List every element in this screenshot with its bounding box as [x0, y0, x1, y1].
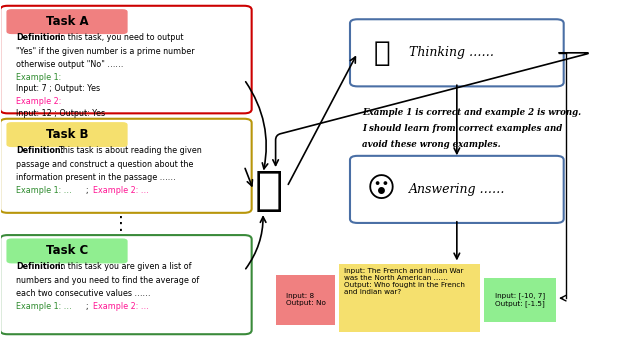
- Text: Definition:: Definition:: [16, 262, 64, 271]
- Text: Task B: Task B: [46, 128, 88, 141]
- Text: Example 1: …: Example 1: …: [16, 302, 72, 311]
- Text: Input: 7 ; Output: Yes: Input: 7 ; Output: Yes: [16, 84, 100, 94]
- FancyBboxPatch shape: [6, 122, 127, 147]
- Text: "Yes" if the given number is a prime number: "Yes" if the given number is a prime num…: [16, 47, 195, 55]
- Text: Example 2:: Example 2:: [16, 97, 61, 106]
- FancyBboxPatch shape: [0, 6, 252, 113]
- Text: each two consecutive values ……: each two consecutive values ……: [16, 289, 150, 298]
- Text: otherwise output "No" ……: otherwise output "No" ……: [16, 60, 124, 69]
- Text: passage and construct a question about the: passage and construct a question about t…: [16, 159, 193, 169]
- Text: In this task, you need to output: In this task, you need to output: [58, 33, 184, 42]
- Text: numbers and you need to find the average of: numbers and you need to find the average…: [16, 276, 199, 285]
- Text: ⋮: ⋮: [112, 215, 130, 233]
- FancyBboxPatch shape: [0, 119, 252, 213]
- Text: Input: The French and Indian War
was the North American ……
Output: Who fought in: Input: The French and Indian War was the…: [344, 268, 465, 295]
- FancyBboxPatch shape: [339, 265, 481, 332]
- Text: 🤖: 🤖: [255, 169, 284, 215]
- Text: Answering ……: Answering ……: [409, 183, 506, 196]
- Text: ;: ;: [81, 302, 93, 311]
- Text: Input: 12 ; Output: Yes: Input: 12 ; Output: Yes: [16, 109, 105, 118]
- Text: 🤔: 🤔: [373, 39, 390, 67]
- Text: Definition:: Definition:: [16, 146, 64, 155]
- FancyBboxPatch shape: [484, 278, 556, 322]
- Text: This task is about reading the given: This task is about reading the given: [58, 146, 202, 155]
- Text: Task C: Task C: [46, 244, 88, 257]
- Text: Example 1:: Example 1:: [16, 73, 61, 82]
- Text: avoid these wrong examples.: avoid these wrong examples.: [362, 140, 500, 149]
- Text: Task A: Task A: [45, 15, 88, 28]
- Text: In this task you are given a list of: In this task you are given a list of: [58, 262, 191, 271]
- FancyBboxPatch shape: [276, 274, 335, 325]
- Text: Input: [-10, 7]
Output: [-1.5]: Input: [-10, 7] Output: [-1.5]: [495, 293, 545, 307]
- Text: ;: ;: [81, 186, 93, 195]
- Text: Input: 8
Output: No: Input: 8 Output: No: [285, 293, 326, 306]
- FancyBboxPatch shape: [6, 9, 127, 34]
- Text: information present in the passage ……: information present in the passage ……: [16, 173, 175, 182]
- Text: Definition:: Definition:: [16, 33, 64, 42]
- FancyBboxPatch shape: [0, 235, 252, 334]
- FancyBboxPatch shape: [350, 19, 564, 86]
- Text: Example 2: …: Example 2: …: [93, 302, 148, 311]
- FancyBboxPatch shape: [6, 238, 127, 264]
- Text: 😮: 😮: [367, 175, 396, 203]
- Text: Thinking ……: Thinking ……: [409, 46, 494, 59]
- Text: Example 1 is correct and example 2 is wrong.: Example 1 is correct and example 2 is wr…: [362, 108, 581, 117]
- FancyBboxPatch shape: [350, 156, 564, 223]
- Text: Example 1: …: Example 1: …: [16, 186, 72, 195]
- Text: Example 2: …: Example 2: …: [93, 186, 148, 195]
- Text: I should learn from correct examples and: I should learn from correct examples and: [362, 124, 562, 133]
